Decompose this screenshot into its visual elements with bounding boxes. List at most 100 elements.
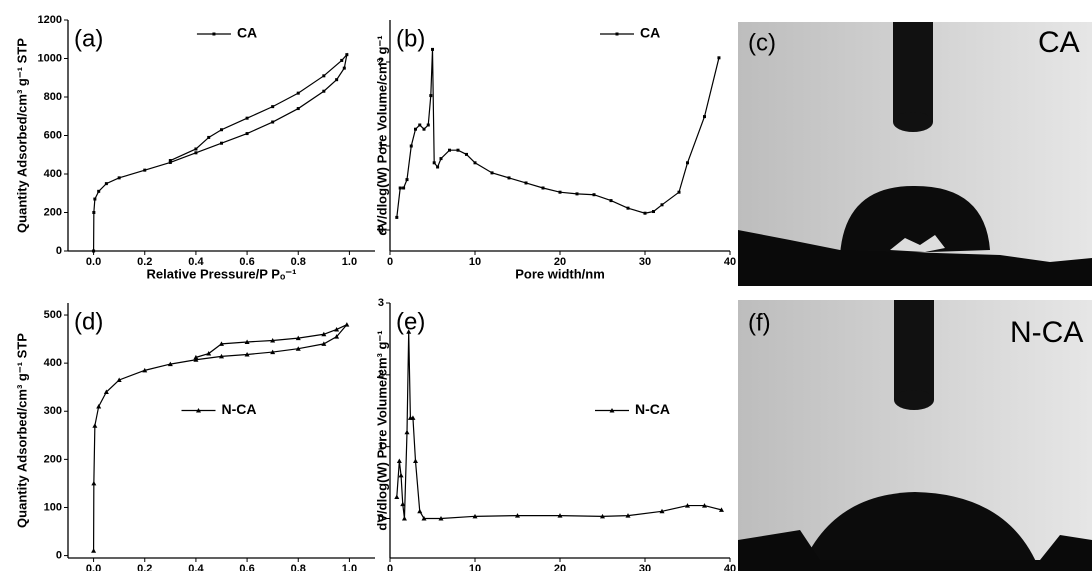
marker: [271, 105, 275, 109]
marker: [625, 513, 631, 518]
marker: [193, 357, 199, 362]
marker: [558, 190, 562, 194]
marker: [92, 249, 96, 253]
marker: [414, 127, 417, 131]
y-tick-label: 300: [44, 405, 62, 417]
marker: [592, 193, 596, 197]
marker: [194, 147, 198, 151]
needle: [894, 300, 934, 400]
x-tick-label: 0.4: [188, 563, 204, 571]
marker: [600, 513, 605, 519]
reflection: [890, 235, 945, 252]
y-tick-label: 2: [378, 369, 384, 381]
marker: [421, 515, 427, 521]
x-axis-title: Pore width/nm: [515, 266, 605, 281]
marker: [196, 408, 201, 413]
panel-label: (e): [396, 308, 425, 335]
marker: [432, 161, 436, 165]
y-tick-label: 200: [44, 206, 62, 218]
photo-c: (c) CA: [738, 22, 1092, 286]
photo-f: (f) N-CA: [738, 300, 1092, 571]
marker: [401, 515, 407, 521]
x-tick-label: 10: [469, 256, 481, 268]
marker: [344, 322, 350, 327]
y-tick-label: 800: [44, 91, 62, 103]
x-tick-label: 0.6: [239, 256, 254, 268]
chart: 0 200 400 600 800 1000 1200 0.0 0.2 0.4 0.6 0.8 1.0 R…: [14, 14, 375, 281]
x-tick-label: 0.8: [291, 256, 306, 268]
y-tick-label: 2: [378, 56, 384, 68]
marker: [219, 353, 224, 359]
marker: [220, 128, 223, 132]
marker: [335, 78, 339, 82]
marker: [436, 165, 440, 169]
marker: [142, 367, 148, 373]
marker: [686, 161, 689, 165]
y-axis-title: dV/dlog(W) Pore Volume/cm³ g⁻¹: [374, 330, 389, 530]
marker: [321, 331, 327, 337]
x-tick-label: 20: [554, 256, 566, 268]
y-axis-title: dV/dlog(W) Pore Volume/cm³ g⁻¹: [374, 35, 389, 235]
marker: [660, 203, 664, 207]
marker: [270, 349, 276, 355]
marker: [96, 403, 102, 409]
legend-label: N-CA: [222, 401, 257, 417]
marker: [245, 116, 249, 120]
marker: [395, 215, 399, 219]
marker: [104, 182, 108, 186]
marker: [103, 389, 109, 395]
needle-tip: [893, 112, 933, 132]
marker: [431, 47, 434, 51]
y-tick-label: 500: [44, 309, 62, 321]
marker: [652, 210, 655, 214]
x-tick-label: 20: [554, 563, 566, 571]
y-tick-label: 0: [56, 245, 62, 257]
panel-label: (b): [396, 25, 425, 52]
marker: [677, 190, 681, 194]
legend-label: N-CA: [635, 401, 670, 417]
x-axis-title: Relative Pressure/P Pₒ⁻¹: [147, 266, 297, 281]
marker: [93, 197, 97, 201]
marker: [702, 503, 707, 508]
y-tick-label: 600: [44, 129, 62, 141]
marker: [116, 377, 122, 382]
marker: [406, 329, 412, 334]
marker: [219, 341, 224, 346]
marker: [117, 176, 121, 180]
y-tick-label: 3: [378, 297, 384, 309]
marker: [402, 186, 406, 190]
marker: [167, 361, 173, 367]
marker: [193, 354, 199, 360]
y-tick-label: 100: [44, 501, 62, 513]
data-line: [396, 331, 722, 520]
y-axis-title: Quantity Adsorbed/cm³ g⁻¹ STP: [14, 38, 29, 233]
x-tick-label: 0.0: [86, 563, 101, 571]
droplet: [800, 492, 1040, 571]
marker: [615, 32, 619, 36]
marker: [394, 494, 400, 499]
x-tick-label: 0.2: [137, 256, 152, 268]
marker: [97, 189, 101, 193]
marker: [321, 341, 327, 346]
x-tick-label: 40: [724, 563, 736, 571]
marker: [409, 144, 413, 148]
marker: [609, 199, 613, 203]
marker: [168, 159, 172, 163]
marker: [322, 74, 326, 78]
photo-title: CA: [1038, 26, 1080, 59]
x-tick-label: 0.4: [188, 256, 204, 268]
marker: [685, 503, 690, 508]
needle: [893, 22, 933, 122]
marker: [220, 141, 223, 145]
y-axis-title: Quantity Adsorbed/cm³ g⁻¹ STP: [14, 333, 29, 528]
x-tick-label: 1.0: [342, 256, 357, 268]
x-tick-label: 10: [469, 563, 481, 571]
photo-title: N-CA: [1010, 316, 1083, 349]
marker: [296, 91, 300, 95]
legend-label: CA: [640, 25, 660, 41]
panel-label: (d): [74, 308, 103, 335]
y-tick-label: 400: [44, 357, 62, 369]
marker: [515, 513, 520, 518]
marker: [507, 176, 511, 180]
